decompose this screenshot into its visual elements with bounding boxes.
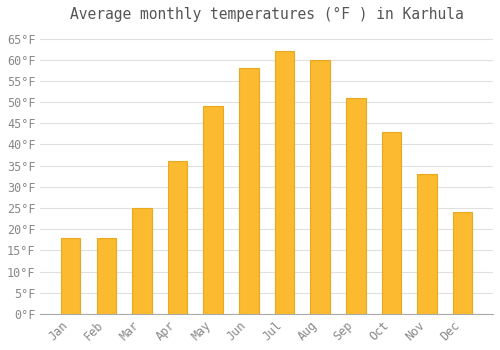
Bar [274,51,294,314]
Bar [346,98,366,314]
Bar [239,68,258,314]
Bar [96,238,116,314]
Bar [310,60,330,314]
Bar [382,132,401,314]
Bar [168,161,188,314]
Bar [453,212,472,314]
Bar [204,106,223,314]
Bar [132,208,152,314]
Bar [61,238,80,314]
Title: Average monthly temperatures (°F ) in Karhula: Average monthly temperatures (°F ) in Ka… [70,7,464,22]
Bar [417,174,437,314]
